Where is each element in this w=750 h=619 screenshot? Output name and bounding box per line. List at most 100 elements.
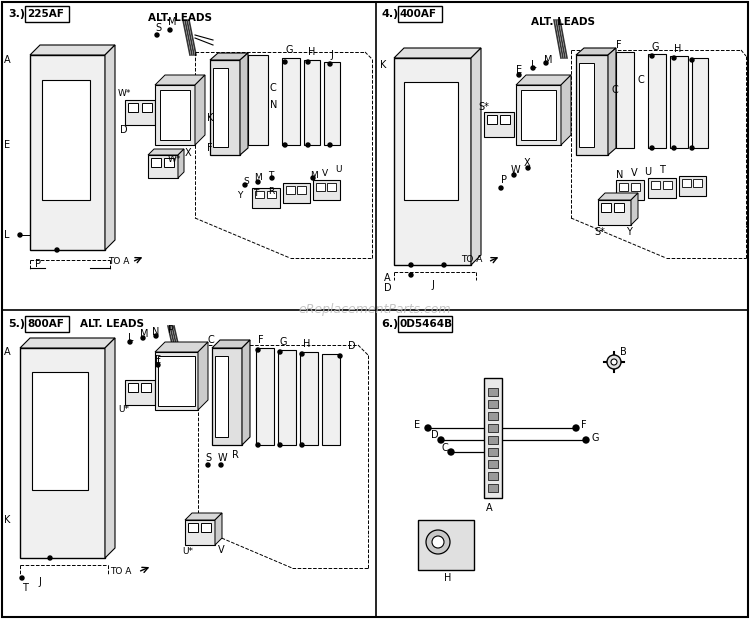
Polygon shape bbox=[576, 48, 616, 55]
Polygon shape bbox=[394, 58, 471, 265]
Circle shape bbox=[306, 143, 310, 147]
Text: S*: S* bbox=[594, 227, 604, 237]
Polygon shape bbox=[418, 520, 474, 570]
Text: F: F bbox=[616, 40, 622, 50]
Text: eReplacementParts.com: eReplacementParts.com bbox=[298, 303, 452, 316]
Text: G: G bbox=[591, 433, 598, 443]
Circle shape bbox=[270, 176, 274, 180]
Polygon shape bbox=[278, 350, 296, 445]
Polygon shape bbox=[500, 115, 510, 124]
Polygon shape bbox=[185, 520, 215, 545]
Text: S: S bbox=[243, 178, 249, 186]
Polygon shape bbox=[215, 356, 228, 437]
Circle shape bbox=[278, 350, 282, 354]
Polygon shape bbox=[148, 155, 178, 178]
Circle shape bbox=[168, 28, 172, 32]
Polygon shape bbox=[148, 149, 184, 155]
Polygon shape bbox=[242, 340, 250, 445]
Circle shape bbox=[531, 66, 535, 70]
Text: E: E bbox=[516, 65, 522, 75]
Text: G: G bbox=[652, 42, 659, 52]
Text: R: R bbox=[232, 450, 238, 460]
Text: D: D bbox=[348, 341, 355, 351]
Text: TO A: TO A bbox=[108, 258, 129, 267]
Polygon shape bbox=[213, 68, 228, 147]
Circle shape bbox=[48, 556, 52, 560]
Text: J: J bbox=[330, 50, 333, 60]
Circle shape bbox=[156, 363, 160, 367]
Polygon shape bbox=[125, 100, 155, 125]
Text: C: C bbox=[208, 335, 214, 345]
Polygon shape bbox=[160, 90, 190, 140]
Polygon shape bbox=[128, 103, 138, 112]
Text: M: M bbox=[254, 173, 262, 183]
Polygon shape bbox=[297, 186, 306, 194]
Polygon shape bbox=[488, 448, 498, 456]
Text: 800AF: 800AF bbox=[27, 319, 64, 329]
Circle shape bbox=[583, 437, 589, 443]
Text: W*: W* bbox=[118, 89, 131, 98]
Polygon shape bbox=[30, 45, 115, 55]
Polygon shape bbox=[487, 115, 497, 124]
Text: X: X bbox=[185, 148, 192, 158]
Text: H: H bbox=[303, 339, 310, 349]
Polygon shape bbox=[648, 54, 666, 148]
Polygon shape bbox=[327, 183, 336, 191]
Polygon shape bbox=[240, 53, 248, 155]
Text: X: X bbox=[524, 158, 531, 168]
Polygon shape bbox=[670, 56, 688, 148]
Text: V: V bbox=[322, 168, 328, 178]
Circle shape bbox=[55, 248, 59, 252]
Circle shape bbox=[328, 143, 332, 147]
Text: ALT. LEADS: ALT. LEADS bbox=[148, 13, 212, 23]
Circle shape bbox=[154, 334, 158, 338]
Polygon shape bbox=[651, 181, 660, 189]
Polygon shape bbox=[105, 45, 115, 250]
Text: U: U bbox=[644, 167, 651, 177]
Bar bbox=[398, 6, 442, 22]
Polygon shape bbox=[300, 352, 318, 445]
Polygon shape bbox=[304, 60, 320, 145]
Polygon shape bbox=[178, 149, 184, 178]
Polygon shape bbox=[471, 48, 481, 265]
Polygon shape bbox=[20, 338, 115, 348]
Text: 0D5464B: 0D5464B bbox=[400, 319, 453, 329]
Text: S: S bbox=[205, 453, 212, 463]
Polygon shape bbox=[679, 176, 706, 196]
Polygon shape bbox=[151, 158, 161, 167]
Polygon shape bbox=[212, 340, 250, 348]
Text: H: H bbox=[308, 47, 315, 57]
Text: F: F bbox=[258, 335, 264, 345]
Text: F: F bbox=[581, 420, 586, 430]
Circle shape bbox=[672, 56, 676, 60]
Text: A: A bbox=[4, 347, 10, 357]
Polygon shape bbox=[616, 52, 634, 148]
Polygon shape bbox=[125, 380, 155, 405]
Bar bbox=[25, 6, 69, 22]
Text: D: D bbox=[384, 283, 392, 293]
Polygon shape bbox=[484, 378, 502, 498]
Circle shape bbox=[573, 425, 579, 431]
Polygon shape bbox=[619, 183, 628, 191]
Text: L: L bbox=[128, 333, 133, 343]
Text: C: C bbox=[270, 83, 277, 93]
Polygon shape bbox=[201, 523, 211, 532]
Polygon shape bbox=[576, 55, 608, 155]
Polygon shape bbox=[692, 58, 708, 148]
Polygon shape bbox=[516, 85, 561, 145]
Polygon shape bbox=[488, 472, 498, 480]
Circle shape bbox=[512, 173, 516, 177]
Text: Y: Y bbox=[626, 227, 632, 237]
Polygon shape bbox=[561, 75, 571, 145]
Text: Y: Y bbox=[237, 191, 242, 201]
Text: 400AF: 400AF bbox=[400, 9, 437, 19]
Text: S: S bbox=[155, 23, 161, 33]
Polygon shape bbox=[198, 342, 208, 410]
Circle shape bbox=[283, 143, 287, 147]
Circle shape bbox=[426, 530, 450, 554]
Text: TO A: TO A bbox=[461, 256, 482, 264]
Polygon shape bbox=[155, 342, 208, 352]
Text: N: N bbox=[152, 327, 159, 337]
Text: H: H bbox=[444, 573, 452, 583]
Circle shape bbox=[607, 355, 621, 369]
